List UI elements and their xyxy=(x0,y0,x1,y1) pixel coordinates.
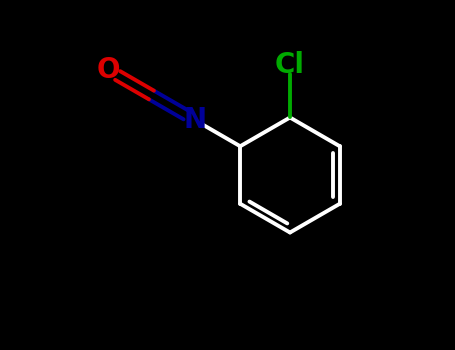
Text: Cl: Cl xyxy=(275,51,305,79)
Text: O: O xyxy=(96,56,120,84)
Text: N: N xyxy=(183,106,206,134)
